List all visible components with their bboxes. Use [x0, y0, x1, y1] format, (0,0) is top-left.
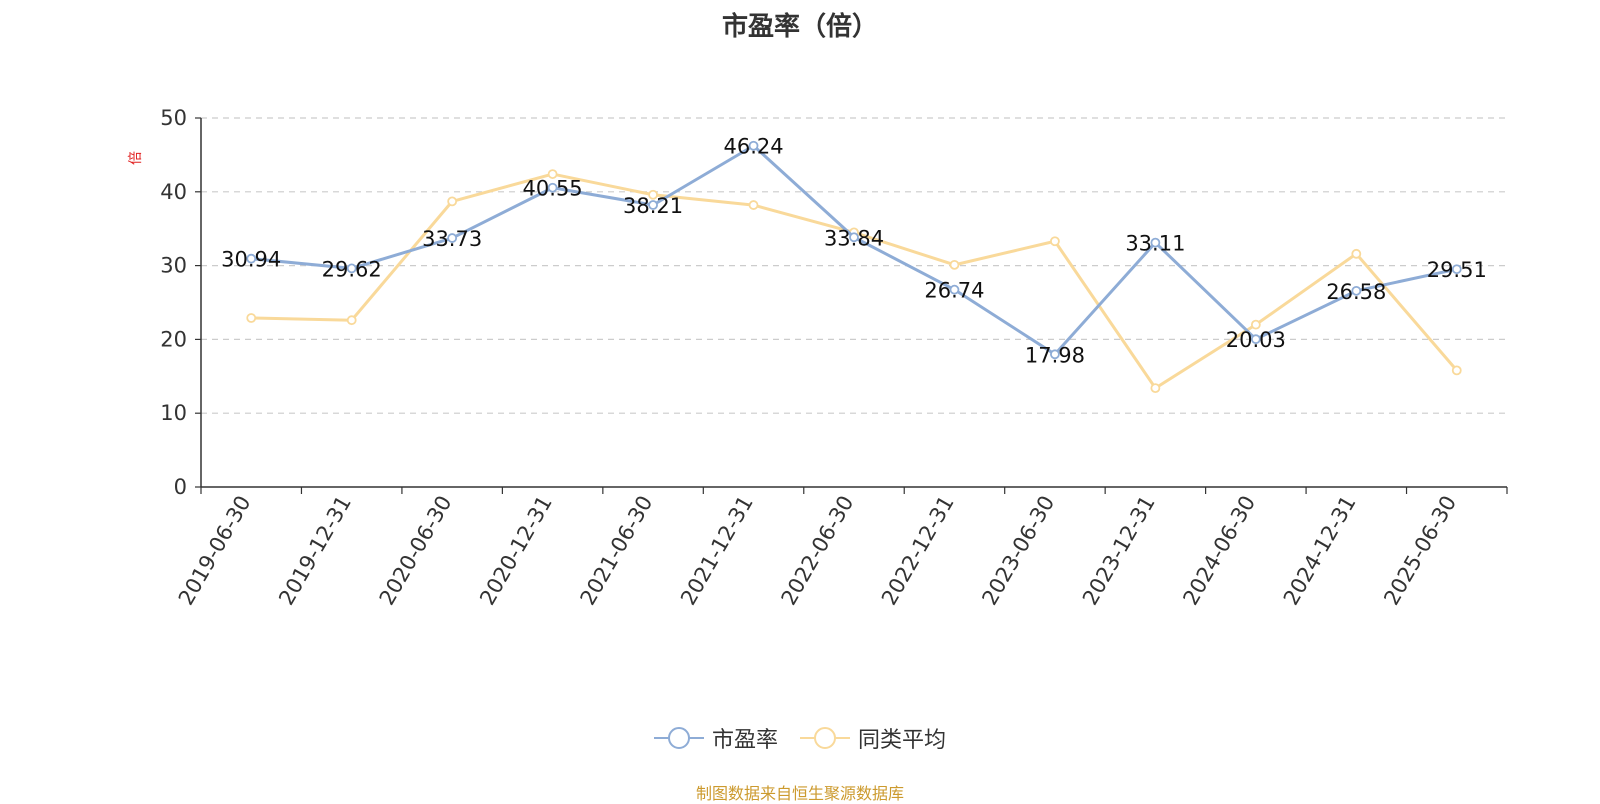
- data-point-series-0: [1250, 334, 1261, 345]
- legend-label-pe: 市盈率: [711, 728, 778, 753]
- y-tick-label: 30: [160, 254, 187, 278]
- data-label: 17.98: [1025, 343, 1085, 367]
- data-point-series-0: [547, 182, 558, 193]
- data-point-series-1: [1150, 383, 1161, 394]
- y-tick-label: 40: [160, 180, 187, 204]
- data-label: 29.62: [322, 257, 382, 281]
- axes: 0 10 20 30 40 50 倍 2019-06-30 2019-12-31 2020-06-…: [128, 106, 1508, 610]
- data-label: 30.94: [221, 248, 281, 272]
- data-point-series-1: [1351, 248, 1362, 259]
- data-label: 26.74: [924, 279, 984, 303]
- data-point-series-0: [648, 200, 658, 210]
- data-point-series-1: [1050, 236, 1060, 247]
- data-label: 29.51: [1427, 258, 1487, 282]
- y-axis-title: 倍: [128, 151, 144, 165]
- legend-marker-peer-average-icon: [800, 727, 850, 749]
- data-label: 46.24: [723, 135, 783, 159]
- data-point-series-1: [1250, 319, 1261, 330]
- legend-item-pe[interactable]: 市盈率: [653, 722, 778, 754]
- x-tick-label: 2021-06-30: [576, 492, 658, 610]
- data-label: 38.21: [623, 194, 683, 218]
- data-label: 26.58: [1326, 280, 1386, 304]
- data-point-series-0: [949, 284, 960, 295]
- series-line-1: [251, 172, 1458, 390]
- data-label: 33.84: [824, 226, 884, 250]
- x-tick-label: 2020-06-30: [375, 491, 457, 609]
- data-point-series-1: [648, 189, 658, 200]
- data-point-series-1: [748, 200, 759, 210]
- gridlines: [201, 117, 1507, 414]
- legend-marker-pe-icon: [653, 727, 704, 749]
- series-lines: [246, 140, 1462, 394]
- legend: 市盈率 同类平均: [0, 722, 1600, 754]
- data-label: 33.73: [422, 227, 482, 251]
- y-tick-label: 0: [174, 475, 187, 499]
- data-point-series-1: [1451, 365, 1462, 376]
- data-labels: 30.94 29.62 33.73 40.55 38.21 46.24 33.84 26.74…: [221, 135, 1487, 368]
- y-tick-label: 10: [160, 401, 187, 425]
- data-point-series-1: [547, 169, 558, 179]
- x-tick-label: 2021-12-31: [676, 492, 758, 610]
- x-tick-label: 2022-06-30: [777, 492, 859, 610]
- data-point-series-0: [1451, 264, 1462, 275]
- data-point-series-0: [1050, 349, 1060, 360]
- data-point-series-1: [246, 313, 257, 323]
- data-label: 40.55: [523, 177, 583, 201]
- data-point-series-0: [447, 233, 458, 243]
- data-point-series-0: [849, 232, 859, 243]
- source-note: 制图数据来自恒生聚源数据库: [695, 784, 904, 803]
- legend-label-peer-average: 同类平均: [858, 728, 947, 753]
- x-tick-label: 2025-06-30: [1379, 492, 1461, 610]
- data-label: 33.11: [1125, 232, 1185, 256]
- data-point-series-1: [447, 196, 458, 207]
- x-tick-label: 2024-12-31: [1279, 492, 1361, 610]
- x-tick-label: 2024-06-30: [1178, 492, 1260, 610]
- data-point-series-0: [1351, 285, 1362, 296]
- legend-item-peer-average[interactable]: 同类平均: [800, 722, 946, 754]
- chart-title: 市盈率（倍）: [721, 12, 878, 42]
- data-point-series-0: [1150, 237, 1161, 248]
- x-tick-label: 2022-12-31: [877, 492, 959, 610]
- data-point-series-0: [346, 263, 357, 274]
- x-tick-label: 2019-12-31: [274, 492, 356, 610]
- data-point-series-1: [346, 315, 357, 326]
- x-tick-label: 2019-06-30: [174, 492, 256, 610]
- x-tick-label: 2020-12-31: [475, 492, 557, 610]
- y-tick-label: 20: [160, 327, 187, 351]
- data-point-series-0: [246, 253, 257, 264]
- y-tick-label: 50: [160, 106, 187, 130]
- data-point-series-0: [748, 140, 759, 151]
- x-tick-label: 2023-06-30: [977, 492, 1059, 610]
- data-point-series-1: [949, 259, 960, 270]
- data-label: 20.03: [1226, 328, 1286, 352]
- x-tick-label: 2023-12-31: [1078, 492, 1160, 610]
